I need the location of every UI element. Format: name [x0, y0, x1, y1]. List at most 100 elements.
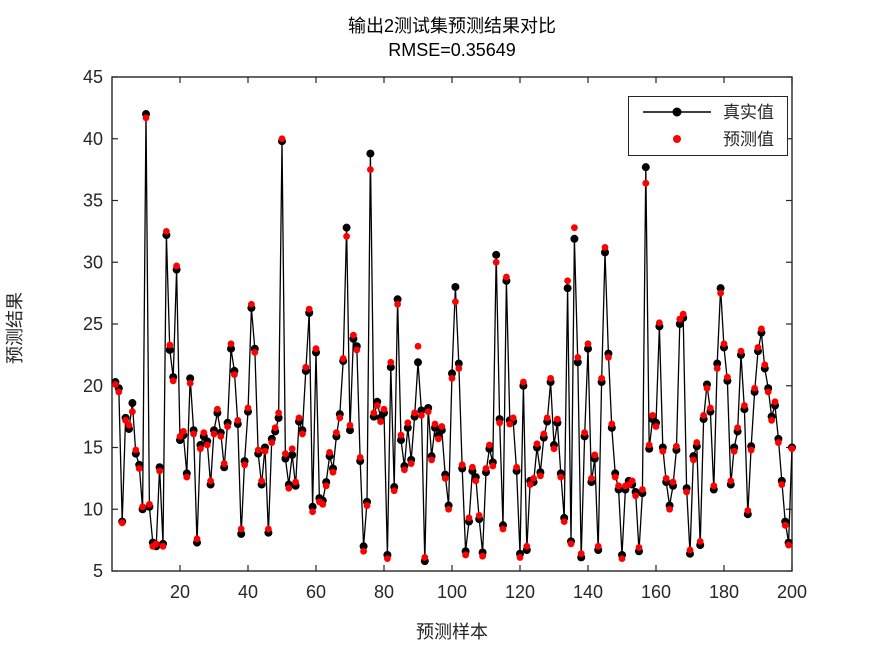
data-point-true	[492, 250, 501, 259]
data-point-pred	[251, 349, 259, 356]
data-point-pred	[390, 487, 398, 495]
data-point-true	[454, 359, 463, 368]
data-point-pred	[237, 525, 245, 533]
data-point-pred	[180, 428, 187, 435]
data-point-pred	[591, 451, 599, 459]
y-tick-label: 30	[83, 252, 103, 272]
data-point-pred	[730, 447, 738, 455]
data-point-pred	[458, 461, 466, 469]
x-tick-label: 140	[573, 582, 603, 602]
data-point-pred	[754, 344, 762, 351]
data-point-pred	[652, 423, 660, 430]
data-point-pred	[560, 518, 568, 525]
data-point-pred	[220, 460, 228, 467]
data-point-pred	[734, 424, 741, 432]
data-point-pred	[550, 445, 558, 453]
data-point-pred	[669, 478, 677, 486]
data-point-pred	[282, 450, 289, 458]
x-tick-label: 40	[238, 582, 258, 602]
data-point-pred	[193, 535, 201, 543]
data-point-pred	[557, 473, 565, 481]
y-tick-label: 40	[83, 129, 103, 149]
data-point-pred	[713, 365, 721, 372]
data-point-pred	[567, 540, 575, 548]
true-series-line	[114, 113, 793, 562]
data-point-true	[601, 248, 609, 257]
data-point-pred	[118, 519, 126, 527]
data-point-pred	[588, 474, 595, 482]
data-point-pred	[197, 445, 204, 453]
data-point-pred	[214, 405, 221, 413]
data-point-pred	[414, 342, 422, 350]
data-point-pred	[441, 474, 449, 482]
y-tick-label: 5	[93, 561, 103, 581]
data-point-pred	[547, 374, 554, 382]
data-point-pred	[724, 373, 731, 381]
x-tick-label: 20	[170, 582, 190, 602]
data-point-pred	[499, 525, 507, 533]
data-point-pred	[387, 358, 395, 366]
data-point-pred	[421, 554, 429, 561]
x-tick-label: 80	[374, 582, 394, 602]
data-point-pred	[319, 500, 327, 508]
data-point-pred	[564, 277, 571, 285]
data-point-pred	[125, 421, 133, 429]
data-point-pred	[305, 305, 313, 313]
data-point-pred	[635, 544, 643, 551]
data-point-pred	[418, 411, 425, 419]
data-point-pred	[693, 439, 701, 446]
data-point-pred	[679, 310, 687, 318]
data-point-pred	[577, 550, 585, 558]
data-point-pred	[373, 402, 381, 409]
data-point-pred	[411, 409, 418, 417]
data-point-true	[417, 406, 426, 415]
data-point-pred	[156, 467, 164, 475]
data-point-pred	[309, 508, 316, 516]
data-point-pred	[261, 447, 269, 455]
data-point-pred	[183, 473, 191, 481]
data-point-pred	[169, 377, 177, 385]
data-point-pred	[785, 541, 792, 549]
data-point-pred	[312, 345, 320, 353]
data-point-pred	[271, 424, 279, 432]
data-point-pred	[737, 347, 745, 355]
data-point-pred	[605, 353, 612, 361]
data-point-pred	[336, 414, 344, 422]
data-point-pred	[241, 461, 249, 469]
data-point-pred	[231, 371, 238, 379]
data-point-pred	[666, 505, 673, 513]
data-point-true	[274, 413, 283, 422]
data-point-pred	[407, 460, 415, 467]
data-point-pred	[448, 374, 456, 382]
data-point-pred	[574, 353, 582, 361]
data-point-pred	[163, 227, 170, 235]
data-point-pred	[611, 473, 619, 481]
data-point-pred	[486, 441, 493, 449]
data-point-pred	[112, 381, 119, 388]
data-point-true	[359, 542, 368, 551]
data-point-true	[563, 284, 572, 293]
data-point-true	[186, 374, 195, 383]
data-point-pred	[397, 431, 405, 439]
data-point-pred	[516, 554, 524, 561]
chart-subtitle: RMSE=0.35649	[388, 40, 516, 60]
data-point-pred	[727, 477, 735, 485]
data-point-pred	[268, 439, 276, 446]
data-point-true	[713, 359, 722, 368]
data-point-pred	[380, 405, 388, 413]
data-point-pred	[554, 415, 561, 423]
data-point-pred	[758, 325, 765, 333]
data-point-pred	[254, 446, 262, 454]
data-point-pred	[700, 411, 707, 419]
data-point-pred	[333, 429, 340, 437]
x-tick-label: 200	[777, 582, 807, 602]
data-point-pred	[571, 224, 578, 232]
data-point-pred	[292, 478, 299, 486]
data-point-pred	[122, 416, 129, 424]
data-point-pred	[139, 503, 147, 511]
data-point-pred	[435, 435, 442, 443]
data-point-pred	[115, 388, 123, 396]
data-point-pred	[717, 289, 724, 297]
data-point-pred	[377, 418, 384, 425]
data-point-pred	[370, 409, 378, 417]
